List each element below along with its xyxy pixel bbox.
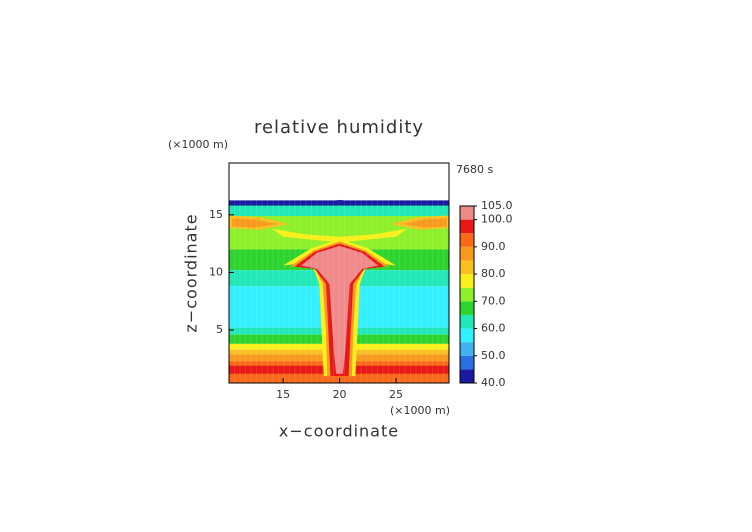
colorbar-tick-label: 105.0 xyxy=(481,199,513,212)
plot-frame xyxy=(228,162,450,384)
y-tick-label: 15 xyxy=(209,208,223,221)
x-tick-label: 20 xyxy=(333,388,347,401)
colorbar-tick-label: 90.0 xyxy=(481,240,506,253)
x-tick-label: 25 xyxy=(389,388,403,401)
y-axis-label: z−coordinate xyxy=(182,213,201,332)
colorbar-segment xyxy=(460,328,474,343)
colorbar-segment xyxy=(460,246,474,261)
colorbar-tick-label: 100.0 xyxy=(481,213,513,226)
colorbar-segment xyxy=(460,301,474,315)
colorbar-tick-label: 60.0 xyxy=(481,322,506,335)
contour-band xyxy=(301,245,378,374)
colorbar-segment xyxy=(460,314,474,329)
colorbar-tick-label: 50.0 xyxy=(481,349,506,362)
contour-field xyxy=(229,163,449,383)
colorbar-tick-label: 70.0 xyxy=(481,294,506,307)
y-unit: (×1000 m) xyxy=(168,138,228,151)
colorbar-segment xyxy=(460,206,474,220)
colorbar-segment xyxy=(460,287,474,302)
colorbar-segment xyxy=(460,260,474,275)
x-tick-label: 15 xyxy=(276,388,290,401)
contour-band xyxy=(271,228,408,243)
y-tick-label: 10 xyxy=(209,265,223,278)
colorbar-segment xyxy=(460,342,474,356)
chart-title: relative humidity xyxy=(254,117,424,138)
contour-band xyxy=(401,218,447,228)
time-label: 7680 s xyxy=(456,163,493,176)
colorbar-segment xyxy=(460,369,474,383)
contour-band xyxy=(232,218,278,228)
colorbar-tick-label: 40.0 xyxy=(481,376,506,389)
colorbar-frame xyxy=(459,205,475,384)
x-unit: (×1000 m) xyxy=(390,404,450,417)
colorbar-segment xyxy=(460,219,474,234)
colorbar-segment xyxy=(460,274,474,288)
colorbar-segment xyxy=(460,355,474,370)
colorbar-tick-label: 80.0 xyxy=(481,267,506,280)
colorbar-segment xyxy=(460,233,474,247)
x-axis-label: x−coordinate xyxy=(279,422,399,441)
y-tick-label: 5 xyxy=(216,323,223,336)
contour-band xyxy=(229,205,449,216)
